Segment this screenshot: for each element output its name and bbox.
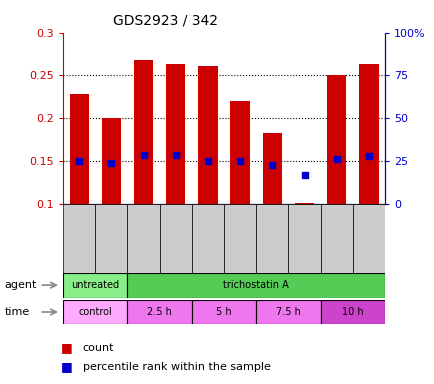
FancyBboxPatch shape (127, 273, 384, 298)
Point (332, 156, 339, 162)
Text: trichostatin A: trichostatin A (223, 280, 289, 290)
FancyBboxPatch shape (127, 204, 159, 296)
Bar (326, 75, 345, 204)
Text: 5 h: 5 h (216, 307, 231, 317)
Point (268, 162, 275, 168)
Point (140, 152, 147, 158)
FancyBboxPatch shape (63, 273, 127, 298)
Text: percentile rank within the sample: percentile rank within the sample (82, 362, 270, 372)
FancyBboxPatch shape (320, 204, 352, 296)
FancyBboxPatch shape (127, 300, 191, 324)
Text: 2.5 h: 2.5 h (147, 307, 172, 317)
FancyBboxPatch shape (224, 204, 256, 296)
Point (108, 159, 115, 166)
Bar (166, 64, 185, 204)
FancyBboxPatch shape (63, 300, 127, 324)
Text: 10 h: 10 h (341, 307, 363, 317)
Bar (358, 64, 378, 204)
Text: count: count (82, 343, 114, 353)
FancyBboxPatch shape (256, 204, 288, 296)
Bar (69, 94, 89, 204)
Text: control: control (78, 307, 112, 317)
FancyBboxPatch shape (63, 204, 95, 296)
Bar (230, 101, 249, 204)
Text: time: time (4, 307, 30, 317)
Point (172, 152, 179, 158)
Bar (294, 203, 313, 204)
FancyBboxPatch shape (256, 300, 320, 324)
Point (204, 158, 211, 164)
Point (76, 158, 82, 164)
FancyBboxPatch shape (191, 300, 256, 324)
Bar (262, 132, 281, 204)
FancyBboxPatch shape (159, 204, 191, 296)
Bar (102, 118, 121, 204)
FancyBboxPatch shape (352, 204, 384, 296)
Text: ■: ■ (61, 341, 72, 354)
FancyBboxPatch shape (95, 204, 127, 296)
Point (236, 158, 243, 164)
Point (300, 172, 307, 179)
FancyBboxPatch shape (288, 204, 320, 296)
Bar (134, 60, 153, 204)
Point (365, 152, 372, 159)
Text: ■: ■ (61, 360, 72, 373)
FancyBboxPatch shape (191, 204, 224, 296)
Text: untreated: untreated (71, 280, 119, 290)
Text: 7.5 h: 7.5 h (275, 307, 300, 317)
FancyBboxPatch shape (320, 300, 384, 324)
Bar (198, 66, 217, 204)
Text: agent: agent (4, 280, 36, 290)
Text: GDS2923 / 342: GDS2923 / 342 (112, 13, 217, 27)
